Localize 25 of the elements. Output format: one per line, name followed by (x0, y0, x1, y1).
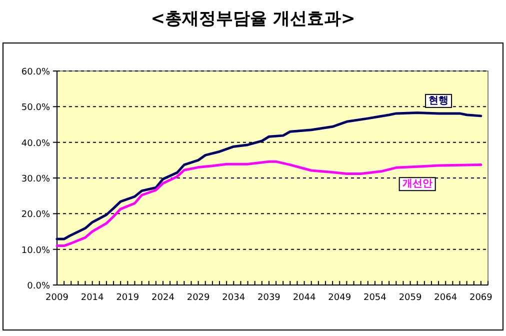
chart-title: <총재정부담율 개선효과> (150, 9, 356, 29)
x-tick-label: 2069 (469, 293, 493, 303)
x-tick-label: 2044 (292, 293, 316, 303)
line-series (56, 111, 482, 240)
x-tick-label: 2024 (152, 293, 175, 303)
x-tick-label: 2034 (222, 293, 246, 303)
x-tick-label: 2054 (364, 293, 387, 303)
y-tick-label: 20.0% (21, 210, 50, 220)
x-tick-label: 2019 (116, 293, 140, 303)
y-tick-label: 50.0% (21, 103, 50, 114)
x-tick-label: 2014 (80, 293, 104, 303)
x-tick-label: 2039 (258, 293, 281, 303)
y-tick-label: 30.0% (21, 174, 50, 184)
x-tick-label: 2009 (46, 293, 69, 303)
x-tick-label: 2064 (434, 293, 458, 303)
y-tick-label: 0.0% (27, 282, 50, 292)
x-tick-label: 2029 (186, 293, 210, 303)
y-tick-label: 60.0% (21, 68, 50, 78)
y-tick-label: 10.0% (21, 246, 50, 256)
series-label: 개선안 (402, 178, 432, 190)
x-tick-label: 2049 (328, 293, 352, 303)
x-tick-label: 2059 (398, 293, 422, 303)
series-label: 현행 (428, 95, 449, 106)
line-series (56, 160, 482, 248)
y-tick-label: 40.0% (21, 138, 50, 149)
